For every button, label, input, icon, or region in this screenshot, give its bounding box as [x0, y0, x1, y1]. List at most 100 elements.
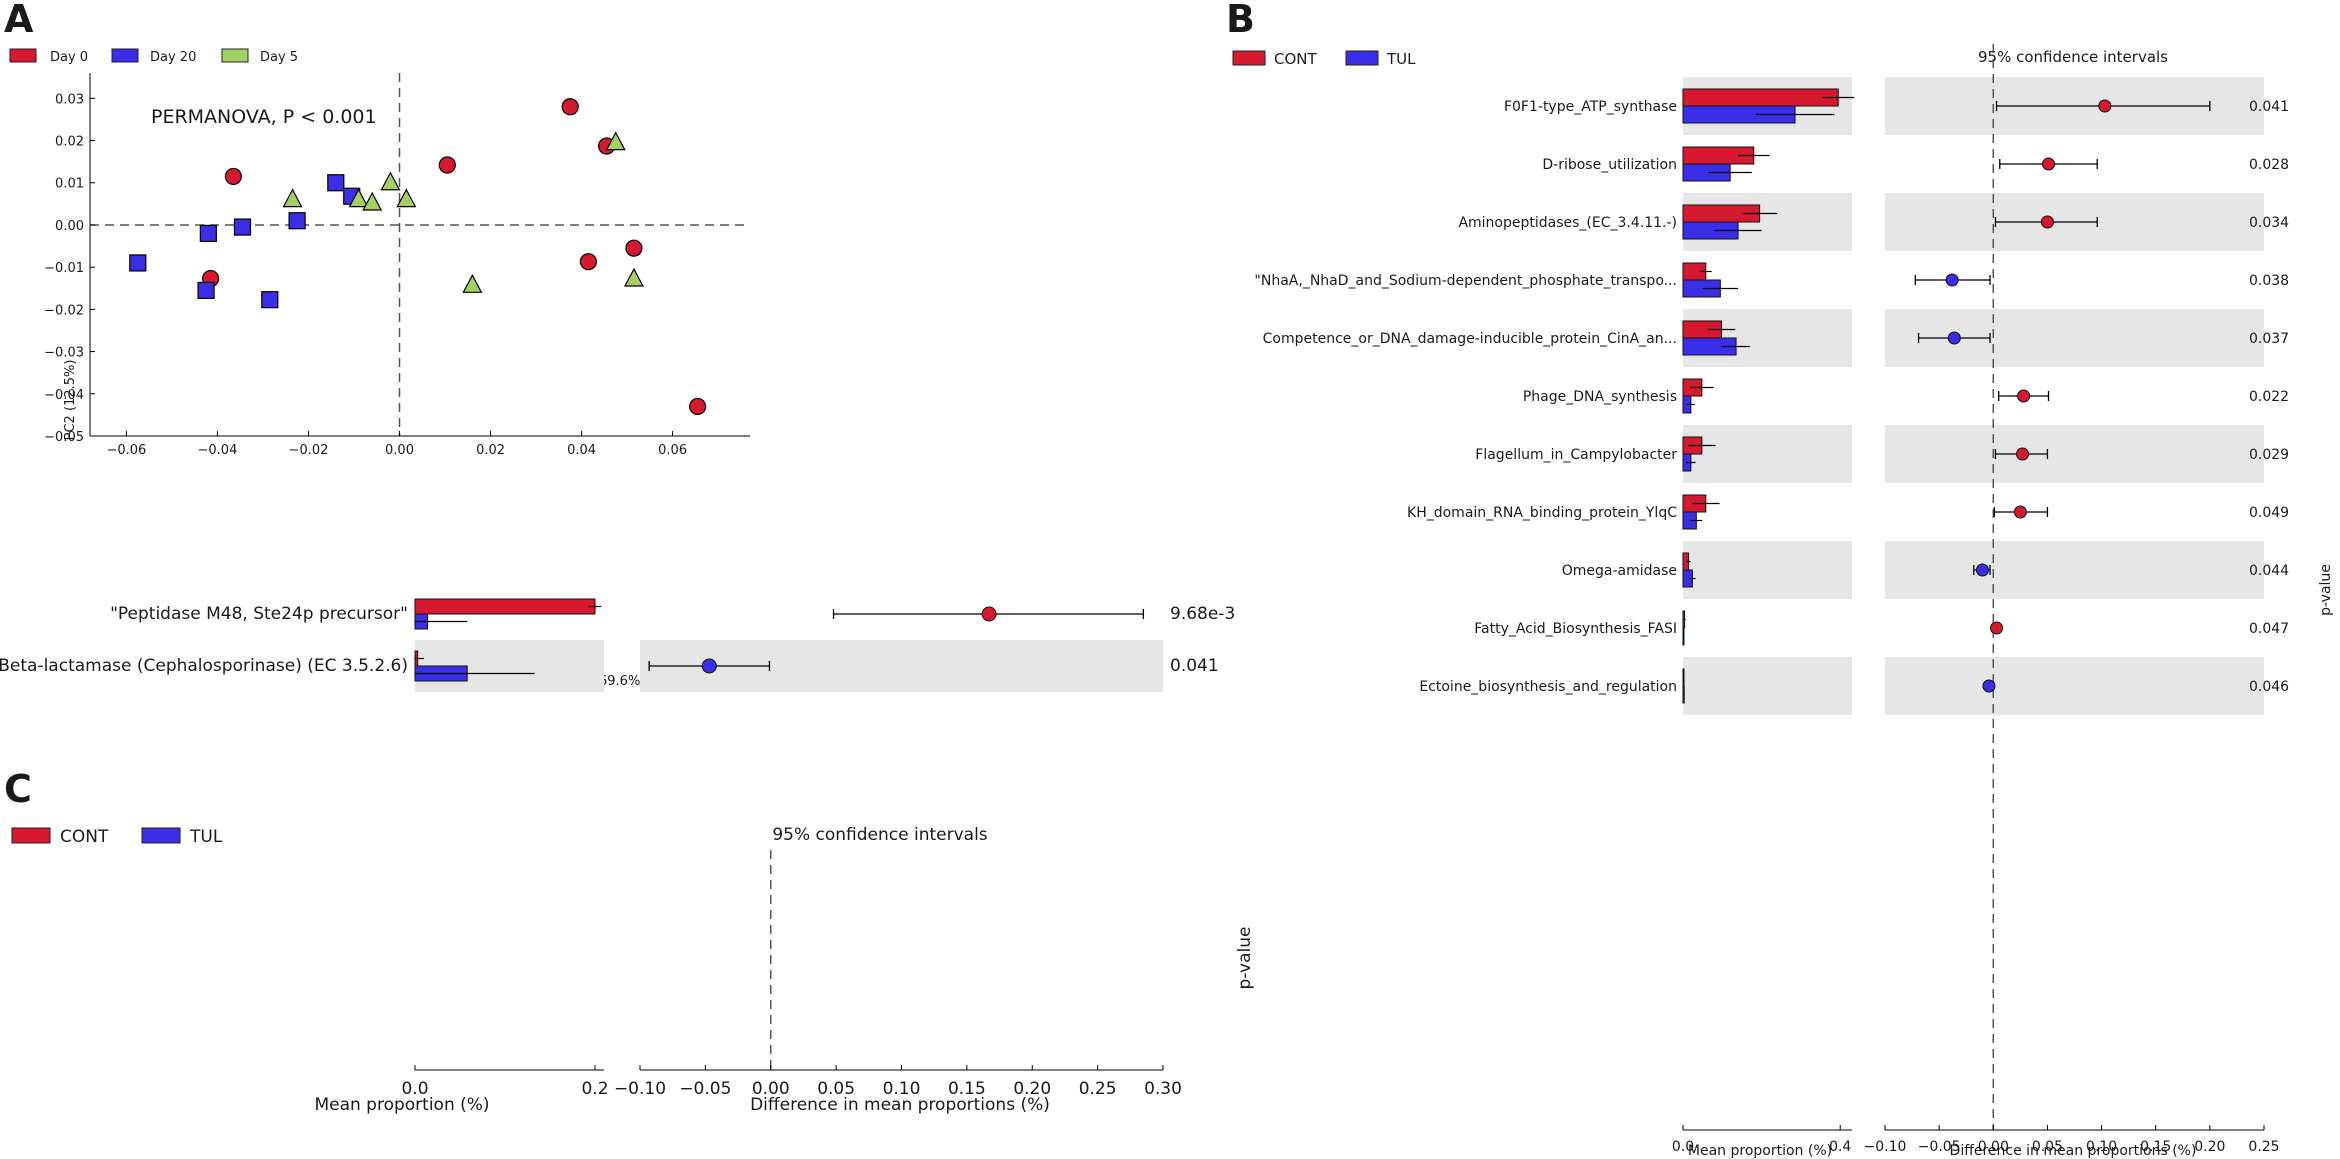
p-value: 0.022 [2249, 389, 2289, 405]
category-label: KH_domain_RNA_binding_protein_YlqC [1407, 505, 1677, 521]
p-value: 0.037 [2249, 331, 2289, 347]
p-value: 0.044 [2249, 563, 2289, 579]
diff-x-tick-label: 0.05 [2032, 1139, 2063, 1155]
row-band-diff [1885, 541, 2264, 599]
legend-swatch-day20 [111, 48, 139, 63]
row-band-diff [1885, 425, 2264, 483]
point-day5 [348, 188, 369, 208]
point-day20 [199, 224, 217, 242]
diff-x-tick-label: 0.10 [883, 1079, 921, 1099]
point-day20 [233, 218, 252, 236]
difference-point [2017, 389, 2031, 403]
diff-x-tick-label: 0.25 [2248, 1139, 2279, 1155]
legend-swatch-tul-c [141, 827, 181, 844]
y-tick-label-a: −0.02 [44, 303, 84, 318]
row-band-bars [1683, 541, 1852, 599]
category-label: "NhaA,_NhaD_and_Sodium-dependent_phospha… [1254, 273, 1677, 289]
row-band-bars [1683, 657, 1852, 715]
p-value: 0.049 [2249, 505, 2289, 521]
diff-x-tick-label: −0.05 [1918, 1139, 1961, 1155]
point-day0 [625, 239, 643, 257]
category-label: "Peptidase M48, Ste24p precursor" [110, 604, 408, 624]
p-value: 0.046 [2249, 679, 2289, 695]
difference-point [2016, 447, 2030, 461]
p-value: 0.029 [2249, 447, 2289, 463]
plot-area-b: F0F1-type_ATP_synthase 0.041 D-ribose_util… [1254, 44, 2289, 1155]
category-label: Omega-amidase [1562, 563, 1677, 579]
category-label: Competence_or_DNA_damage-inducible_prote… [1263, 331, 1677, 347]
legend-swatch-cont-b [1232, 50, 1266, 66]
category-label: Flagellum_in_Campylobacter [1475, 447, 1677, 463]
point-day0 [579, 253, 598, 271]
diff-x-tick-label: 0.15 [948, 1079, 986, 1099]
legend-swatch-day5 [221, 48, 249, 63]
point-day20 [261, 291, 279, 309]
diff-x-tick-label: 0.00 [752, 1079, 790, 1099]
diff-x-tick-label: 0.00 [1978, 1139, 2009, 1155]
legend-swatch-tul-b [1345, 50, 1379, 66]
p-value: 0.047 [2249, 621, 2289, 637]
diff-x-axis-label-c: Difference in mean proportions (%) [750, 1095, 1050, 1115]
y-tick-label-a: 0.01 [55, 177, 84, 192]
bar-x-axis-label-c: Mean proportion (%) [314, 1095, 489, 1115]
category-label: Phage_DNA_synthesis [1523, 389, 1677, 405]
bar-x-tick-label: 0.0 [1672, 1139, 1694, 1155]
y-tick-label-a: 0.02 [55, 135, 84, 150]
row-band-diff [1885, 657, 2264, 715]
legend-label-cont-c: CONT [60, 827, 109, 847]
point-day0 [689, 397, 707, 416]
plot-area-c: "Peptidase M48, Ste24p precursor" 9.68e-3… [0, 598, 1235, 1099]
legend-label-tul-c: TUL [189, 827, 223, 847]
point-day20 [129, 254, 147, 272]
legend-label-cont-b: CONT [1274, 50, 1318, 68]
legend-swatch-cont-c [11, 827, 51, 844]
row-band-bars [1683, 425, 1852, 483]
p-value: 0.041 [1170, 656, 1219, 676]
category-label: Fatty_Acid_Biosynthesis_FASI [1474, 621, 1677, 637]
panel-letter-b: B [1226, 0, 1255, 41]
diff-x-tick-label: −0.10 [614, 1079, 666, 1099]
ci-title-c: 95% confidence intervals [772, 825, 987, 845]
panel-letter-c: C [4, 767, 32, 811]
category-label: Beta-lactamase (Cephalosporinase) (EC 3.… [0, 656, 408, 676]
diff-x-tick-label: −0.05 [679, 1079, 731, 1099]
bar-x-tick-label: 0.4 [1829, 1139, 1851, 1155]
diff-x-tick-label: 0.20 [2194, 1139, 2225, 1155]
difference-point [2098, 99, 2112, 113]
bar-cont [1682, 88, 1839, 107]
p-value: 0.041 [2249, 99, 2289, 115]
diff-x-tick-label: 0.25 [1079, 1079, 1117, 1099]
diff-x-tick-label: −0.10 [1864, 1139, 1907, 1155]
legend-label-tul-b: TUL [1386, 50, 1416, 68]
difference-point [1947, 331, 1961, 345]
panel-a: Day 0 Day 20 Day 5 PERMANOVA, P < 0.001 … [9, 48, 750, 689]
ci-title-b: 95% confidence intervals [1978, 48, 2168, 66]
x-tick-label-a: 0.02 [476, 443, 505, 458]
y-tick-label-a: −0.04 [44, 388, 84, 403]
p-value: 9.68e-3 [1170, 604, 1235, 624]
diff-x-tick-label: 0.05 [817, 1079, 855, 1099]
point-day0 [438, 156, 456, 174]
legend-label-day5: Day 5 [260, 50, 298, 65]
plot-area-a: −0.06 −0.04 −0.02 0.00 0.02 0.04 0.06 0.03 0.02 0… [44, 73, 750, 458]
category-label: F0F1-type_ATP_synthase [1504, 99, 1677, 115]
diff-x-tick-label: 0.10 [2086, 1139, 2117, 1155]
diff-x-tick-label: 0.30 [1144, 1079, 1182, 1099]
legend-label-day20: Day 20 [150, 50, 196, 65]
point-day20 [197, 281, 215, 299]
point-day5 [380, 171, 401, 191]
point-day20 [327, 174, 345, 192]
difference-point [1945, 273, 1959, 287]
difference-point [981, 606, 997, 622]
point-day0 [224, 167, 242, 186]
y-tick-label-a: 0.00 [55, 219, 84, 234]
diff-x-axis-label-b: Difference in mean proportions (%) [1950, 1143, 2197, 1159]
p-value: 0.038 [2249, 273, 2289, 289]
diff-x-tick-label: 0.20 [1013, 1079, 1051, 1099]
pvalue-axis-label-b: p-value [2318, 564, 2334, 616]
difference-point [2013, 505, 2027, 519]
category-label: D-ribose_utilization [1542, 157, 1677, 173]
difference-point [1982, 679, 1996, 693]
difference-point [1975, 563, 1989, 577]
